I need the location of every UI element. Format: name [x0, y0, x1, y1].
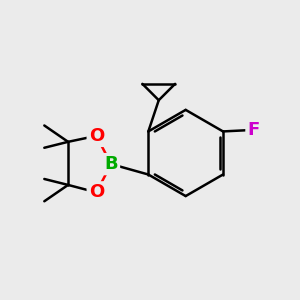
Text: B: B — [104, 155, 118, 173]
Text: F: F — [248, 121, 260, 139]
Text: O: O — [89, 127, 104, 145]
Text: O: O — [89, 183, 104, 201]
